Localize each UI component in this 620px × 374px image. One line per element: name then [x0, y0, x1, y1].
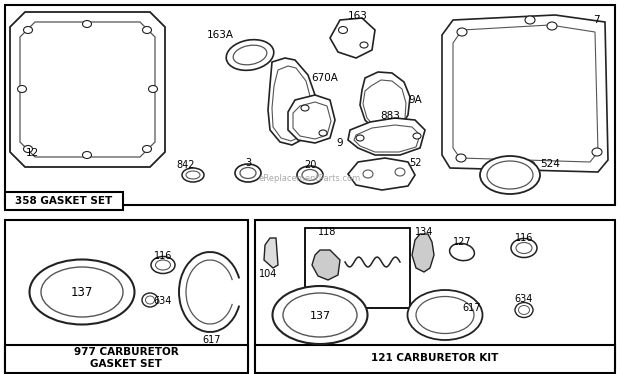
Text: 118: 118	[318, 227, 336, 237]
Ellipse shape	[143, 145, 151, 153]
Ellipse shape	[149, 86, 157, 92]
Text: 670A: 670A	[312, 73, 339, 83]
Ellipse shape	[450, 243, 474, 261]
Text: 9A: 9A	[408, 95, 422, 105]
Ellipse shape	[525, 16, 535, 24]
Ellipse shape	[356, 135, 364, 141]
Text: 52: 52	[409, 158, 421, 168]
Ellipse shape	[142, 293, 158, 307]
Ellipse shape	[17, 86, 27, 92]
Ellipse shape	[480, 156, 540, 194]
Ellipse shape	[24, 27, 32, 34]
Text: 116: 116	[515, 233, 533, 243]
Text: 163A: 163A	[206, 30, 234, 40]
Text: 524: 524	[540, 159, 560, 169]
Ellipse shape	[226, 40, 274, 70]
Polygon shape	[288, 95, 335, 143]
Text: 137: 137	[309, 311, 330, 321]
Ellipse shape	[82, 151, 92, 159]
Text: 634: 634	[154, 296, 172, 306]
Text: 617: 617	[463, 303, 481, 313]
Ellipse shape	[511, 239, 537, 258]
Text: 163: 163	[348, 11, 368, 21]
Bar	[5, 220, 248, 368]
Ellipse shape	[82, 21, 92, 28]
Ellipse shape	[515, 303, 533, 318]
Ellipse shape	[360, 42, 368, 48]
Text: 883: 883	[380, 111, 400, 121]
Text: 617: 617	[203, 335, 221, 345]
Ellipse shape	[407, 290, 482, 340]
Polygon shape	[348, 158, 415, 190]
Polygon shape	[442, 15, 608, 172]
Text: eReplacementParts.com: eReplacementParts.com	[259, 174, 361, 183]
Polygon shape	[312, 250, 340, 280]
Ellipse shape	[319, 130, 327, 136]
Text: 634: 634	[515, 294, 533, 304]
Bar	[255, 220, 615, 368]
Ellipse shape	[24, 145, 32, 153]
Ellipse shape	[182, 168, 204, 182]
Polygon shape	[330, 18, 375, 58]
Text: 9: 9	[337, 138, 343, 148]
Ellipse shape	[592, 148, 602, 156]
Bar	[5, 345, 248, 373]
Ellipse shape	[273, 286, 368, 344]
Bar	[255, 345, 615, 373]
Ellipse shape	[30, 260, 135, 325]
Text: 3: 3	[245, 158, 251, 168]
Text: 358 GASKET SET: 358 GASKET SET	[16, 196, 113, 206]
Bar	[305, 228, 410, 308]
Text: 977 CARBURETOR
GASKET SET: 977 CARBURETOR GASKET SET	[74, 347, 179, 369]
Ellipse shape	[143, 27, 151, 34]
Ellipse shape	[456, 154, 466, 162]
Text: 116: 116	[154, 251, 172, 261]
Polygon shape	[412, 234, 434, 272]
Bar	[5, 5, 615, 205]
Polygon shape	[360, 72, 410, 133]
Ellipse shape	[235, 164, 261, 182]
Text: 12: 12	[25, 148, 38, 158]
Ellipse shape	[151, 257, 175, 273]
Ellipse shape	[297, 166, 323, 184]
Ellipse shape	[457, 28, 467, 36]
Ellipse shape	[301, 105, 309, 111]
Ellipse shape	[339, 27, 347, 34]
Text: 104: 104	[259, 269, 277, 279]
Polygon shape	[348, 118, 425, 155]
Ellipse shape	[413, 133, 421, 139]
Text: 20: 20	[304, 160, 316, 170]
Polygon shape	[10, 12, 165, 167]
Text: 137: 137	[71, 286, 93, 300]
Ellipse shape	[547, 22, 557, 30]
Bar	[5, 192, 123, 210]
Text: 7: 7	[593, 15, 600, 25]
Polygon shape	[268, 58, 315, 145]
Ellipse shape	[525, 161, 535, 169]
Text: 121 CARBURETOR KIT: 121 CARBURETOR KIT	[371, 353, 498, 363]
Text: 134: 134	[415, 227, 433, 237]
Text: 127: 127	[453, 237, 471, 247]
Polygon shape	[264, 238, 278, 268]
Text: 842: 842	[177, 160, 195, 170]
